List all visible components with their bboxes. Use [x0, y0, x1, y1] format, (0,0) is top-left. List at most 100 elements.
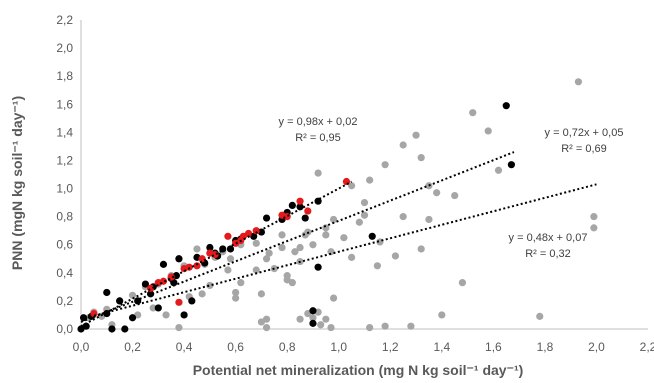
series-1-point	[296, 243, 304, 252]
series-2-point	[141, 280, 150, 288]
x-tick-label: 1,8	[537, 340, 554, 354]
series-1-point	[451, 191, 459, 200]
y-tick-label: 0,2	[56, 294, 73, 308]
x-tick-label: 0,8	[279, 340, 296, 354]
series-1-point	[296, 315, 304, 323]
series-1-point	[340, 234, 348, 242]
series-1-point	[329, 215, 338, 224]
series-1-point	[314, 169, 322, 177]
x-tick-labels: 0,0 0,2 0,4 0,6 0,8 1,0 1,2 1,4 1,6 1,8 2,0 2,2	[73, 340, 654, 354]
series-2-point	[134, 297, 142, 305]
series-1-point	[494, 166, 503, 174]
series-1-point	[391, 252, 400, 260]
series-1-point	[590, 224, 598, 232]
series-1-point	[278, 243, 286, 252]
series-1-point	[198, 290, 206, 298]
trendline-1	[80, 180, 353, 328]
series-1-point	[536, 312, 544, 320]
series-1-point	[232, 288, 240, 297]
series-1-point	[348, 182, 356, 190]
series-1-point	[438, 311, 446, 319]
series-1-point	[278, 231, 286, 239]
y-axis-title: PNN (mgN kg soil⁻¹ day⁻¹)	[9, 96, 25, 270]
series-3-point	[296, 197, 304, 205]
series-2-point	[82, 322, 90, 330]
axes	[80, 20, 648, 330]
x-tick-label: 0,4	[176, 340, 193, 354]
x-tick-label: 2,2	[640, 340, 654, 354]
series-1-point	[175, 323, 183, 332]
series-2-point	[301, 214, 309, 222]
series-1-point	[355, 218, 363, 226]
series-1-point	[417, 245, 425, 253]
series-2-point	[121, 325, 129, 333]
x-tick-label: 0,2	[124, 340, 141, 354]
y-tick-label: 1,4	[56, 125, 73, 139]
series-1-point	[590, 213, 598, 221]
x-axis-title: Potential net mineralization (mg N kg so…	[193, 362, 524, 378]
series-2-point	[116, 297, 124, 305]
data-points	[77, 78, 598, 333]
series-3-point	[193, 262, 201, 270]
series-1-point	[128, 291, 137, 299]
series-2-point	[262, 214, 271, 222]
series-1-point	[224, 266, 232, 274]
series-2-point	[507, 161, 516, 169]
y-tick-label: 0,4	[56, 266, 73, 280]
series-1-point	[327, 323, 335, 332]
series-1-point	[433, 189, 441, 197]
series-2-point	[296, 203, 304, 211]
series-1-point	[262, 255, 271, 263]
series-1-point	[288, 279, 296, 287]
series-2-point	[368, 232, 376, 240]
series-1-point	[360, 211, 369, 219]
series-2-point	[180, 311, 188, 319]
y-tick-labels: 0,0 0,2 0,4 0,6 0,8 1,0 1,2 1,4 1,6 1,8 2,0 2,2	[56, 13, 73, 336]
series-1-point	[309, 241, 317, 249]
series-1-point	[574, 78, 583, 86]
series-1-point	[262, 323, 271, 332]
series-2-point	[159, 260, 168, 268]
y-tick-label: 1,6	[56, 97, 73, 111]
series-2-point	[309, 307, 317, 315]
series-2-point	[154, 304, 162, 312]
trendline-3-r2: R² = 0,32	[525, 248, 571, 260]
series-1-point	[309, 314, 317, 322]
y-tick-label: 0,0	[56, 322, 73, 336]
y-tick-label: 1,0	[56, 182, 73, 196]
series-1-point	[412, 131, 420, 139]
series-1-point	[262, 315, 271, 323]
series-3-point	[198, 255, 206, 263]
y-tick-label: 1,8	[56, 69, 73, 83]
series-1-point	[265, 249, 273, 257]
x-tick-label: 0,6	[227, 340, 244, 354]
series-1-point	[366, 176, 374, 184]
series-1-point	[484, 127, 492, 135]
series-3-point	[175, 298, 183, 306]
series-1-point	[291, 248, 299, 256]
series-3-point	[244, 229, 253, 238]
series-1-point	[373, 262, 381, 270]
series-2-point	[314, 263, 322, 271]
y-tick-label: 0,6	[56, 238, 73, 252]
trendline-3	[80, 183, 597, 321]
series-1-point	[232, 294, 240, 302]
series-2-point	[170, 279, 178, 287]
series-2-point	[128, 314, 137, 322]
series-1-point	[322, 231, 330, 239]
series-1-point	[425, 215, 433, 224]
series-1-point	[469, 109, 477, 117]
series-1-point	[252, 239, 260, 247]
trendline-2-r2: R² = 0,69	[561, 143, 607, 155]
trendlines	[80, 151, 597, 328]
series-1-point	[193, 245, 201, 253]
series-2-point	[206, 243, 214, 252]
x-tick-label: 0,0	[73, 340, 90, 354]
series-1-point	[348, 253, 356, 261]
series-1-point	[206, 281, 214, 290]
series-1-point	[417, 154, 425, 162]
y-tick-label: 2,0	[56, 41, 73, 55]
series-1-point	[322, 315, 330, 323]
x-tick-label: 2,0	[588, 340, 605, 354]
